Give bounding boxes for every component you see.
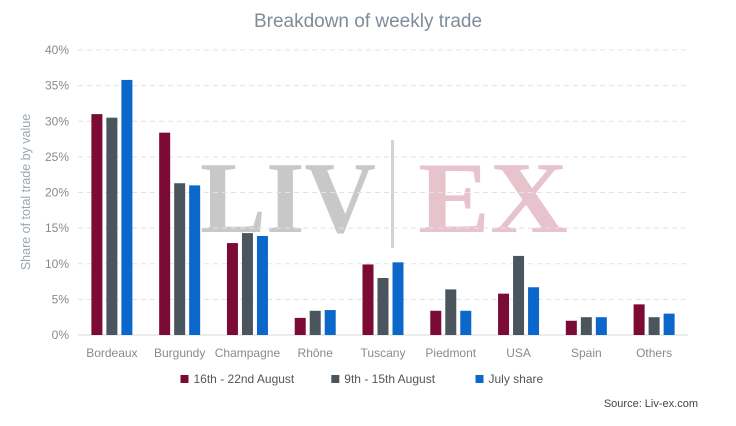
watermark-ex: EX [418,142,568,255]
watermark-divider [391,140,394,248]
y-tick-label: 15% [45,221,69,235]
bar [324,310,336,335]
bar [377,278,389,335]
bar [256,235,268,335]
x-tick-label: Rhône [298,346,334,360]
bar [498,293,510,335]
bar [91,114,103,335]
bar [648,317,660,335]
legend-label: 9th - 15th August [344,372,435,386]
bar [159,132,171,335]
bar [565,320,577,335]
x-tick-label: Champagne [215,346,281,360]
bar [226,243,238,335]
liv-ex-watermark: LIV EX [200,140,568,255]
watermark-liv: LIV [200,142,376,255]
x-tick-label: Spain [571,346,602,360]
bar [513,255,525,335]
legend-swatch [475,375,484,383]
legend-swatch [331,375,340,383]
x-tick-label: Others [636,346,672,360]
y-tick-label: 25% [45,150,69,164]
legend-label: 16th - 22nd August [194,372,295,386]
legend-label: July share [489,372,544,386]
bar [174,183,186,335]
bar [430,310,442,335]
bar [460,310,472,335]
y-tick-label: 40% [45,43,69,57]
bar [392,262,404,335]
legend-swatch [180,375,189,383]
bar [106,117,118,335]
y-tick-label: 5% [52,292,70,306]
x-axis-ticks: Bordeaux Burgundy Champagne Rhône Tuscany Pie… [86,346,672,360]
chart-title: Breakdown of weekly trade [254,11,482,32]
bar [663,313,675,335]
legend: 16th - 22nd August 9th - 15th August July … [180,372,544,386]
y-axis-ticks: 0% 5% 10% 15% 20% 25% 30% 35% 40% [45,43,69,342]
bar [445,289,457,335]
source-note: Source: Liv-ex.com [604,398,698,410]
x-tick-label: Tuscany [361,346,406,360]
y-tick-label: 0% [52,328,70,342]
y-tick-label: 10% [45,257,69,271]
x-tick-label: USA [506,346,531,360]
bar [121,79,133,335]
x-tick-label: Piedmont [425,346,476,360]
bar [595,317,607,335]
bar [362,264,374,335]
bar [309,310,321,335]
bar [241,233,253,335]
y-axis-label: Share of total trade by value [19,114,33,270]
bar [294,317,306,335]
x-tick-label: Bordeaux [86,346,137,360]
x-tick-label: Burgundy [154,346,205,360]
y-tick-label: 30% [45,114,69,128]
y-tick-label: 20% [45,186,69,200]
bar [528,287,540,335]
bar [189,185,201,335]
y-tick-label: 35% [45,79,69,93]
bars [91,79,675,335]
bar [580,317,592,335]
bar [633,304,645,335]
